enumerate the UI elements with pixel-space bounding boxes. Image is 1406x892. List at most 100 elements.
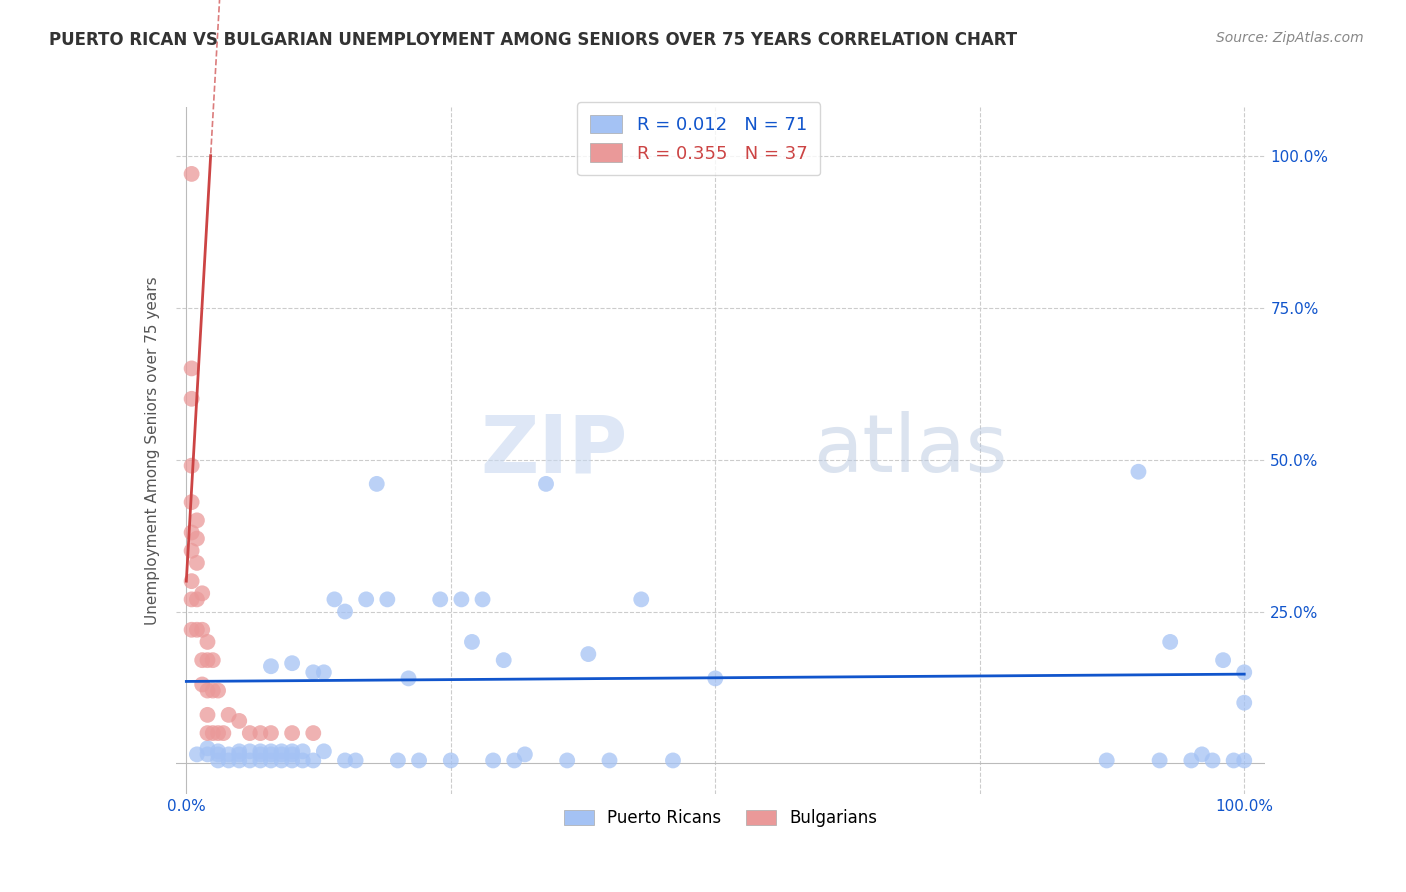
Point — [186, 556, 208, 570]
Point — [228, 714, 250, 728]
Point — [704, 672, 727, 686]
Point — [239, 726, 262, 740]
Point — [270, 744, 292, 758]
Text: Source: ZipAtlas.com: Source: ZipAtlas.com — [1216, 31, 1364, 45]
Point — [461, 635, 484, 649]
Point — [333, 605, 356, 619]
Point — [630, 592, 652, 607]
Point — [186, 592, 208, 607]
Point — [197, 741, 219, 756]
Point — [249, 726, 271, 740]
Point — [323, 592, 346, 607]
Point — [366, 476, 388, 491]
Point — [197, 635, 219, 649]
Point — [1180, 754, 1202, 768]
Point — [375, 592, 398, 607]
Point — [482, 754, 505, 768]
Point — [180, 361, 202, 376]
Point — [197, 653, 219, 667]
Point — [281, 656, 304, 670]
Point — [260, 754, 283, 768]
Point — [302, 754, 325, 768]
Point — [398, 672, 420, 686]
Point — [429, 592, 451, 607]
Point — [197, 707, 219, 722]
Point — [239, 754, 262, 768]
Point — [180, 574, 202, 589]
Point — [249, 744, 271, 758]
Point — [260, 659, 283, 673]
Legend: Puerto Ricans, Bulgarians: Puerto Ricans, Bulgarians — [557, 802, 884, 834]
Point — [191, 677, 214, 691]
Point — [281, 754, 304, 768]
Point — [291, 744, 314, 758]
Point — [218, 707, 240, 722]
Point — [503, 754, 526, 768]
Point — [281, 726, 304, 740]
Point — [1201, 754, 1223, 768]
Point — [333, 754, 356, 768]
Point — [180, 543, 202, 558]
Point — [1191, 747, 1213, 762]
Point — [598, 754, 620, 768]
Point — [218, 747, 240, 762]
Point — [302, 726, 325, 740]
Text: ZIP: ZIP — [481, 411, 628, 490]
Point — [260, 747, 283, 762]
Point — [207, 726, 229, 740]
Point — [249, 747, 271, 762]
Point — [228, 744, 250, 758]
Point — [180, 167, 202, 181]
Point — [270, 754, 292, 768]
Point — [513, 747, 536, 762]
Point — [186, 532, 208, 546]
Y-axis label: Unemployment Among Seniors over 75 years: Unemployment Among Seniors over 75 years — [145, 277, 160, 624]
Point — [228, 747, 250, 762]
Point — [555, 754, 578, 768]
Point — [239, 744, 262, 758]
Point — [186, 623, 208, 637]
Point — [197, 747, 219, 762]
Point — [191, 623, 214, 637]
Point — [1233, 665, 1256, 680]
Point — [387, 754, 409, 768]
Point — [197, 726, 219, 740]
Point — [450, 592, 472, 607]
Point — [1159, 635, 1181, 649]
Point — [180, 592, 202, 607]
Point — [534, 476, 557, 491]
Point — [408, 754, 430, 768]
Text: PUERTO RICAN VS BULGARIAN UNEMPLOYMENT AMONG SENIORS OVER 75 YEARS CORRELATION C: PUERTO RICAN VS BULGARIAN UNEMPLOYMENT A… — [49, 31, 1018, 49]
Point — [1233, 754, 1256, 768]
Point — [218, 754, 240, 768]
Point — [249, 754, 271, 768]
Point — [492, 653, 515, 667]
Point — [207, 747, 229, 762]
Point — [1149, 754, 1171, 768]
Point — [291, 754, 314, 768]
Point — [471, 592, 494, 607]
Point — [180, 623, 202, 637]
Point — [228, 754, 250, 768]
Point — [312, 665, 335, 680]
Point — [260, 744, 283, 758]
Point — [1128, 465, 1150, 479]
Text: atlas: atlas — [813, 411, 1008, 490]
Point — [207, 683, 229, 698]
Point — [270, 747, 292, 762]
Point — [1233, 696, 1256, 710]
Point — [662, 754, 685, 768]
Point — [180, 458, 202, 473]
Point — [440, 754, 463, 768]
Point — [302, 665, 325, 680]
Point — [281, 747, 304, 762]
Point — [201, 683, 224, 698]
Point — [180, 495, 202, 509]
Point — [260, 726, 283, 740]
Point — [1212, 653, 1234, 667]
Point — [186, 513, 208, 527]
Point — [191, 653, 214, 667]
Point — [281, 744, 304, 758]
Point — [186, 747, 208, 762]
Point — [207, 744, 229, 758]
